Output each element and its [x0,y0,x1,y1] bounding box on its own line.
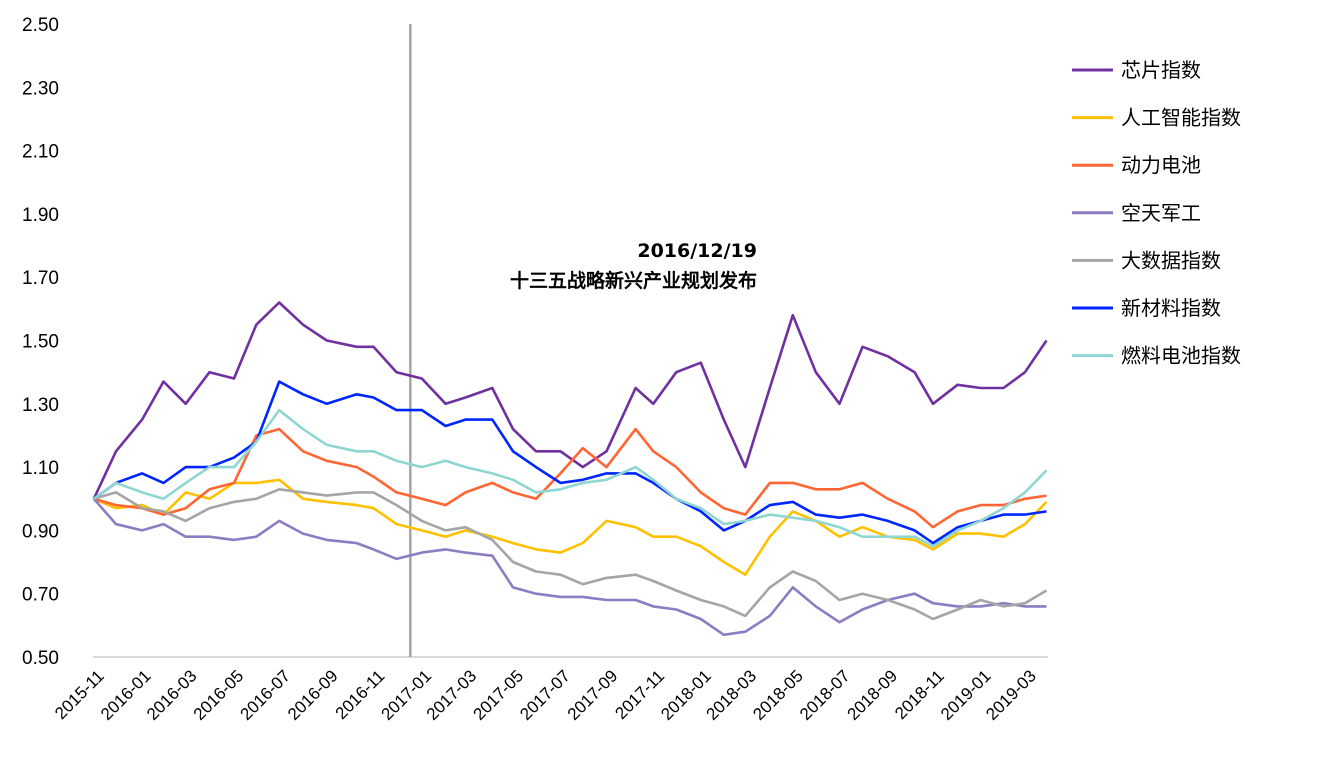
x-tick-label: 2017-07 [516,666,574,724]
x-tick-label: 2017-05 [470,666,528,724]
y-tick-label: 2.50 [22,15,59,36]
x-tick-label: 2016-11 [332,666,389,723]
x-tick-label: 2017-09 [564,666,622,724]
annotation-date: 2016/12/19 [637,240,757,262]
x-tick-label: 2018-07 [796,666,854,724]
y-tick-label: 1.30 [22,395,59,416]
x-tick-label: 2016-07 [237,666,295,724]
series-line [92,497,1047,637]
x-tick-label: 2019-03 [982,666,1040,724]
x-tick-label: 2018-09 [844,666,902,724]
y-tick-label: 2.30 [22,78,59,99]
x-tick-label: 2017-11 [611,666,668,723]
series-line [92,301,1048,500]
y-tick-label: 1.10 [22,458,59,479]
legend-label: 人工智能指数 [1121,106,1241,130]
legend-label: 燃料电池指数 [1121,344,1241,368]
y-tick-label: 1.90 [22,205,59,226]
x-tick-label: 2016-01 [97,666,155,724]
y-tick-label: 2.10 [22,142,59,163]
series-line [93,487,1048,621]
legend-label: 新材料指数 [1121,296,1221,320]
x-tick-label: 2016-03 [143,666,201,724]
y-tick-label: 1.50 [22,332,59,353]
y-tick-label: 1.70 [22,268,59,289]
x-tick-label: 2016-05 [190,666,248,724]
x-tick-label: 2016-09 [284,666,342,724]
x-tick-label: 2018-11 [891,666,948,723]
annotation-text: 十三五战略新兴产业规划发布 [510,269,757,292]
x-tick-label: 2015-11 [51,666,108,723]
series-lines [92,301,1048,637]
y-tick-label: 0.90 [22,521,59,542]
x-tick-label: 2017-03 [423,666,481,724]
legend-label: 芯片指数 [1121,58,1201,82]
y-axis-ticks: 0.50 0.70 0.90 1.10 1.30 1.50 1.70 1.90 2.10 2.30… [22,15,59,669]
legend-label: 空天军工 [1121,201,1201,225]
x-axis-ticks: 2015-112016-012016-032016-052016-072016-… [51,666,1040,724]
legend-label: 大数据指数 [1121,248,1221,272]
x-tick-label: 2018-05 [749,666,807,724]
series-line [93,427,1047,529]
x-tick-label: 2018-03 [703,666,761,724]
y-tick-label: 0.70 [22,585,59,606]
series-line [93,408,1048,548]
y-tick-label: 0.50 [22,648,59,669]
legend-label: 动力电池 [1121,153,1201,177]
